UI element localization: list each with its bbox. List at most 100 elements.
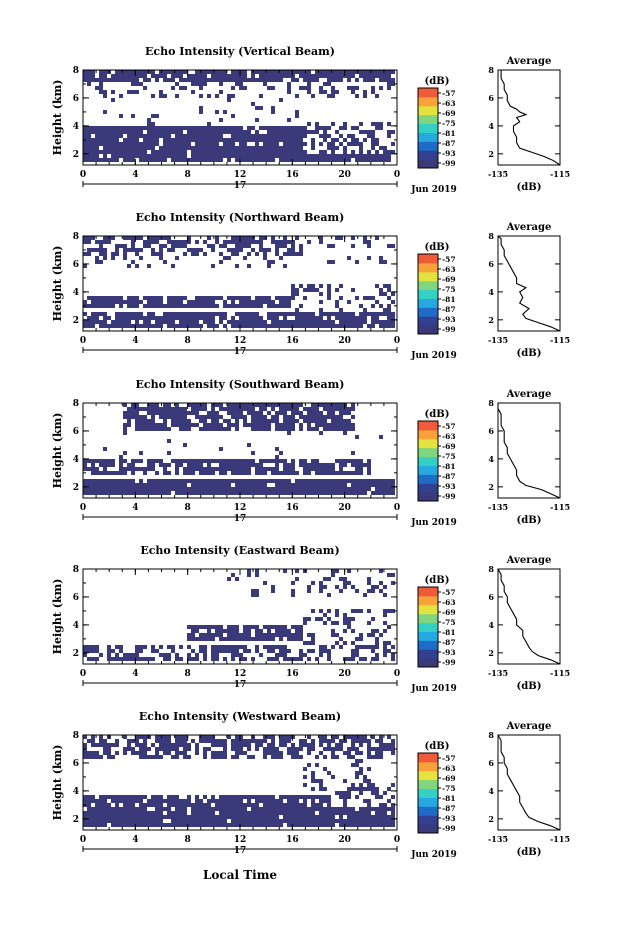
colorbar-tick-label: -93 bbox=[442, 149, 456, 158]
colorbar-tick-label: -99 bbox=[442, 325, 456, 334]
y-tick-label: 2 bbox=[73, 316, 79, 326]
colorbar-segment bbox=[418, 640, 438, 650]
colorbar-segment bbox=[418, 307, 438, 317]
profile-x-tick-label: -115 bbox=[550, 834, 570, 844]
profile-x-label: (dB) bbox=[517, 847, 542, 858]
y-axis-label: Height (km) bbox=[51, 80, 64, 156]
y-tick-label: 4 bbox=[73, 621, 79, 631]
x-tick-label: 20 bbox=[338, 835, 351, 845]
x-tick-label: 0 bbox=[80, 669, 86, 679]
y-tick-label: 8 bbox=[73, 399, 79, 409]
colorbar-segment bbox=[418, 271, 438, 282]
x-tick-label: 12 bbox=[234, 669, 247, 679]
date-label: Jun 2019 bbox=[410, 850, 457, 860]
profile-y-tick-label: 2 bbox=[488, 149, 494, 159]
colorbar-segment bbox=[418, 254, 438, 264]
colorbar-segment bbox=[418, 159, 438, 169]
y-tick-label: 2 bbox=[73, 483, 79, 493]
panel-0: Echo Intensity (Vertical Beam) 2 4 6 8 Height… bbox=[51, 45, 570, 195]
colorbar-segment bbox=[418, 316, 438, 326]
y-tick-label: 4 bbox=[73, 455, 79, 465]
x-tick-label: 8 bbox=[185, 170, 191, 180]
profile-y-tick-label: 4 bbox=[488, 620, 494, 630]
echo-cells bbox=[83, 403, 395, 495]
x-tick-label: 16 bbox=[286, 503, 299, 513]
echo-cells bbox=[83, 569, 395, 661]
x-tick-label: 0 bbox=[80, 503, 86, 513]
colorbar-tick-label: -81 bbox=[442, 628, 456, 637]
colorbar-tick-label: -87 bbox=[442, 638, 456, 647]
colorbar-tick-label: -63 bbox=[442, 99, 456, 108]
profile-y-tick-label: 8 bbox=[488, 398, 494, 408]
colorbar-segment bbox=[418, 325, 438, 335]
x-tick-label: 8 bbox=[185, 669, 191, 679]
colorbar-segment bbox=[418, 88, 438, 98]
profile-y-tick-label: 6 bbox=[488, 93, 494, 103]
profile-x-label: (dB) bbox=[517, 681, 542, 692]
profile-title: Average bbox=[506, 389, 552, 400]
profile-x-tick-label: -135 bbox=[488, 169, 508, 179]
profile-x-tick-label: -115 bbox=[550, 668, 570, 678]
colorbar-segment bbox=[418, 658, 438, 668]
x-tick-label: 4 bbox=[132, 669, 138, 679]
profile-y-tick-label: 4 bbox=[488, 287, 494, 297]
y-axis-label: Height (km) bbox=[51, 579, 64, 655]
x-tick-label: 8 bbox=[185, 503, 191, 513]
panel-4: Echo Intensity (Westward Beam) 2 4 6 8 Height… bbox=[51, 710, 570, 860]
colorbar-segment bbox=[418, 289, 438, 299]
colorbar-tick-label: -93 bbox=[442, 648, 456, 657]
date-label: Jun 2019 bbox=[410, 518, 457, 528]
y-tick-label: 8 bbox=[73, 232, 79, 242]
colorbar-segment bbox=[418, 421, 438, 431]
heatmap-title: Echo Intensity (Northward Beam) bbox=[136, 211, 345, 224]
colorbar-segment bbox=[418, 770, 438, 781]
profile-y-tick-label: 4 bbox=[488, 454, 494, 464]
colorbar-tick-label: -99 bbox=[442, 159, 456, 168]
x-tick-label: 0 bbox=[394, 503, 400, 513]
colorbar-unit: (dB) bbox=[425, 409, 450, 420]
x-tick-label: 0 bbox=[394, 170, 400, 180]
colorbar-tick-label: -75 bbox=[442, 285, 456, 294]
profile-frame bbox=[497, 402, 561, 499]
date-label: Jun 2019 bbox=[410, 684, 457, 694]
y-tick-label: 8 bbox=[73, 731, 79, 741]
colorbar-tick-label: -69 bbox=[442, 109, 456, 118]
colorbar-segment bbox=[418, 465, 438, 475]
profile-y-tick-label: 6 bbox=[488, 426, 494, 436]
colorbar-tick-label: -93 bbox=[442, 814, 456, 823]
x-tick-label: 4 bbox=[132, 336, 138, 346]
profile-x-tick-label: -135 bbox=[488, 834, 508, 844]
day-label: 17 bbox=[234, 680, 247, 690]
colorbar-frame bbox=[417, 586, 439, 668]
profile-title: Average bbox=[506, 555, 552, 566]
colorbar-segment bbox=[418, 631, 438, 641]
x-tick-label: 20 bbox=[338, 503, 351, 513]
colorbar-segment bbox=[418, 141, 438, 151]
colorbar-tick-label: -69 bbox=[442, 275, 456, 284]
colorbar-tick-label: -57 bbox=[442, 754, 456, 763]
x-tick-label: 4 bbox=[132, 170, 138, 180]
profile-frame bbox=[497, 568, 561, 665]
colorbar-tick-label: -63 bbox=[442, 598, 456, 607]
x-tick-label: 0 bbox=[80, 170, 86, 180]
colorbar-tick-label: -75 bbox=[442, 618, 456, 627]
colorbar-tick-label: -81 bbox=[442, 794, 456, 803]
y-tick-label: 6 bbox=[73, 427, 79, 437]
x-tick-label: 0 bbox=[394, 336, 400, 346]
colorbar-tick-label: -75 bbox=[442, 119, 456, 128]
colorbar-segment bbox=[418, 806, 438, 816]
y-tick-label: 8 bbox=[73, 66, 79, 76]
profile-y-tick-label: 8 bbox=[488, 231, 494, 241]
profile-x-label: (dB) bbox=[517, 515, 542, 526]
colorbar-frame bbox=[417, 420, 439, 502]
colorbar-segment bbox=[418, 753, 438, 763]
colorbar-segment bbox=[418, 150, 438, 160]
x-tick-label: 8 bbox=[185, 336, 191, 346]
colorbar-tick-label: -93 bbox=[442, 315, 456, 324]
profile-x-tick-label: -115 bbox=[550, 169, 570, 179]
colorbar-segment bbox=[418, 595, 438, 606]
heatmap-title: Echo Intensity (Eastward Beam) bbox=[140, 544, 339, 557]
profile-title: Average bbox=[506, 721, 552, 732]
colorbar-segment bbox=[418, 105, 438, 116]
